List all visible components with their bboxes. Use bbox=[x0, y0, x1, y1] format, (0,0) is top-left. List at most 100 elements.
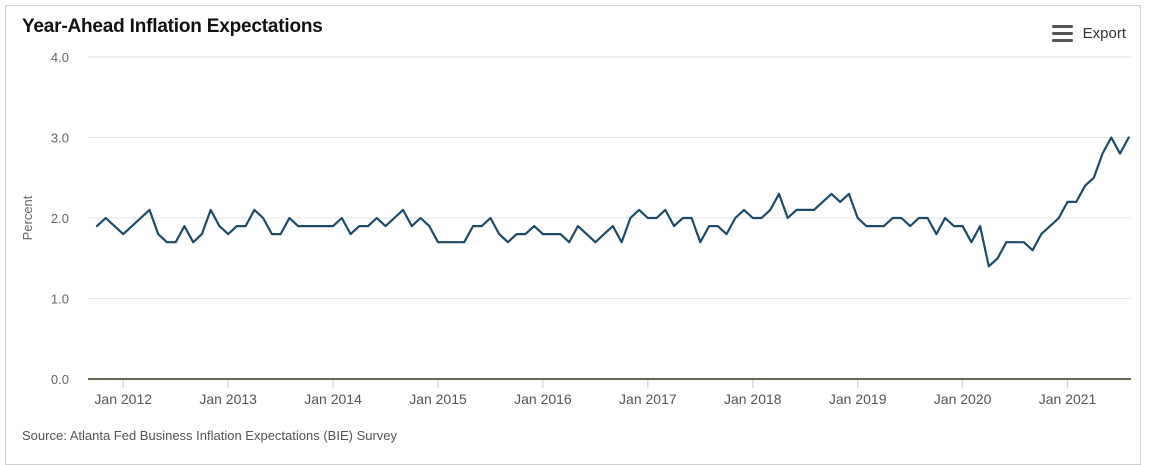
data-point[interactable] bbox=[295, 223, 301, 229]
data-point[interactable] bbox=[479, 223, 485, 229]
data-point[interactable] bbox=[601, 231, 607, 237]
data-point[interactable] bbox=[531, 223, 537, 229]
data-point[interactable] bbox=[575, 223, 581, 229]
data-point[interactable] bbox=[1065, 199, 1071, 205]
data-point[interactable] bbox=[960, 223, 966, 229]
data-point[interactable] bbox=[426, 223, 432, 229]
data-point[interactable] bbox=[1100, 151, 1106, 157]
data-point[interactable] bbox=[321, 223, 327, 229]
data-point[interactable] bbox=[1047, 223, 1053, 229]
data-point[interactable] bbox=[147, 207, 153, 213]
data-point[interactable] bbox=[129, 223, 135, 229]
data-point[interactable] bbox=[138, 215, 144, 221]
data-point[interactable] bbox=[557, 231, 563, 237]
data-point[interactable] bbox=[400, 207, 406, 213]
data-point[interactable] bbox=[522, 231, 528, 237]
data-point[interactable] bbox=[925, 215, 931, 221]
data-point[interactable] bbox=[794, 207, 800, 213]
data-point[interactable] bbox=[592, 239, 598, 245]
data-point[interactable] bbox=[907, 223, 913, 229]
data-point[interactable] bbox=[496, 231, 502, 237]
data-point[interactable] bbox=[898, 215, 904, 221]
data-point[interactable] bbox=[391, 215, 397, 221]
data-point[interactable] bbox=[1073, 199, 1079, 205]
data-point[interactable] bbox=[1030, 247, 1036, 253]
data-point[interactable] bbox=[164, 239, 170, 245]
data-point[interactable] bbox=[374, 215, 380, 221]
data-point[interactable] bbox=[461, 239, 467, 245]
data-point[interactable] bbox=[444, 239, 450, 245]
data-point[interactable] bbox=[112, 223, 118, 229]
data-point[interactable] bbox=[741, 207, 747, 213]
data-point[interactable] bbox=[820, 199, 826, 205]
data-point[interactable] bbox=[181, 223, 187, 229]
data-point[interactable] bbox=[767, 207, 773, 213]
data-point[interactable] bbox=[208, 207, 214, 213]
data-point[interactable] bbox=[610, 223, 616, 229]
data-point[interactable] bbox=[829, 191, 835, 197]
data-point[interactable] bbox=[313, 223, 319, 229]
export-button[interactable]: Export bbox=[1051, 22, 1126, 44]
data-point[interactable] bbox=[269, 231, 275, 237]
data-point[interactable] bbox=[199, 231, 205, 237]
data-point[interactable] bbox=[863, 223, 869, 229]
data-point[interactable] bbox=[1108, 135, 1114, 141]
data-point[interactable] bbox=[706, 223, 712, 229]
data-point[interactable] bbox=[977, 223, 983, 229]
data-point[interactable] bbox=[986, 263, 992, 269]
data-point[interactable] bbox=[619, 239, 625, 245]
data-point[interactable] bbox=[173, 239, 179, 245]
data-point[interactable] bbox=[1038, 231, 1044, 237]
data-point[interactable] bbox=[453, 239, 459, 245]
data-point[interactable] bbox=[120, 231, 126, 237]
data-point[interactable] bbox=[636, 207, 642, 213]
data-point[interactable] bbox=[234, 223, 240, 229]
data-point[interactable] bbox=[435, 239, 441, 245]
data-point[interactable] bbox=[1126, 135, 1132, 141]
data-point[interactable] bbox=[662, 207, 668, 213]
data-point[interactable] bbox=[505, 239, 511, 245]
data-point[interactable] bbox=[724, 231, 730, 237]
data-point[interactable] bbox=[855, 215, 861, 221]
data-point[interactable] bbox=[627, 215, 633, 221]
data-point[interactable] bbox=[540, 231, 546, 237]
data-point[interactable] bbox=[732, 215, 738, 221]
data-point[interactable] bbox=[225, 231, 231, 237]
data-point[interactable] bbox=[881, 223, 887, 229]
data-point[interactable] bbox=[566, 239, 572, 245]
data-point[interactable] bbox=[103, 215, 109, 221]
data-point[interactable] bbox=[872, 223, 878, 229]
data-point[interactable] bbox=[680, 215, 686, 221]
data-point[interactable] bbox=[409, 223, 415, 229]
data-point[interactable] bbox=[549, 231, 555, 237]
data-point[interactable] bbox=[286, 215, 292, 221]
data-point[interactable] bbox=[837, 199, 843, 205]
data-point[interactable] bbox=[951, 223, 957, 229]
data-point[interactable] bbox=[645, 215, 651, 221]
data-point[interactable] bbox=[1091, 175, 1097, 181]
data-point[interactable] bbox=[750, 215, 756, 221]
data-point[interactable] bbox=[383, 223, 389, 229]
data-point[interactable] bbox=[1056, 215, 1062, 221]
data-point[interactable] bbox=[785, 215, 791, 221]
data-point[interactable] bbox=[365, 223, 371, 229]
data-point[interactable] bbox=[759, 215, 765, 221]
data-point[interactable] bbox=[216, 223, 222, 229]
data-point[interactable] bbox=[94, 223, 100, 229]
data-point[interactable] bbox=[715, 223, 721, 229]
data-point[interactable] bbox=[304, 223, 310, 229]
data-point[interactable] bbox=[942, 215, 948, 221]
data-point[interactable] bbox=[995, 255, 1001, 261]
data-point[interactable] bbox=[330, 223, 336, 229]
data-point[interactable] bbox=[348, 231, 354, 237]
data-point[interactable] bbox=[916, 215, 922, 221]
data-point[interactable] bbox=[339, 215, 345, 221]
data-point[interactable] bbox=[514, 231, 520, 237]
data-point[interactable] bbox=[689, 215, 695, 221]
data-point[interactable] bbox=[243, 223, 249, 229]
data-point[interactable] bbox=[654, 215, 660, 221]
data-point[interactable] bbox=[890, 215, 896, 221]
data-point[interactable] bbox=[190, 239, 196, 245]
data-point[interactable] bbox=[251, 207, 257, 213]
data-point[interactable] bbox=[1012, 239, 1018, 245]
